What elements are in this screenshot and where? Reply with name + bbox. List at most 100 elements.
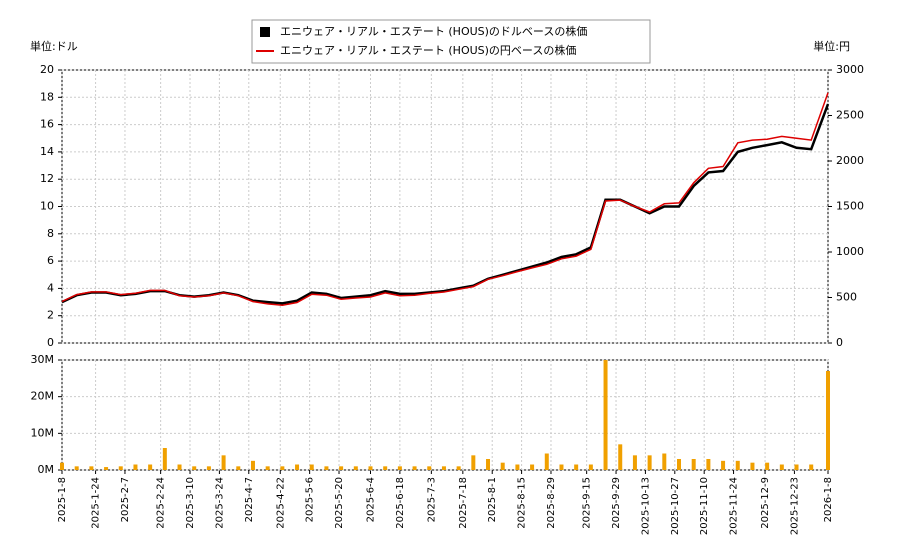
y-tick-label: 18 [40,90,54,103]
volume-bar [574,464,579,470]
price-line [61,103,830,305]
volume-bar [221,455,226,470]
x-tick-label: 2026-1-8 [823,477,834,522]
y-tick-label: 0M [38,463,55,476]
volume-bar [779,464,784,470]
y2-tick-label: 2500 [836,109,864,122]
y-tick-label: 16 [40,118,54,131]
volume-bar [559,464,564,470]
x-tick-label: 2025-9-15 [582,477,593,529]
volume-bar [809,464,814,470]
x-tick-label: 2025-1-8 [57,477,68,522]
volume-bar [397,466,402,470]
volume-bar [691,459,696,470]
y2-tick-label: 500 [836,291,857,304]
x-tick-label: 2025-9-29 [611,477,622,529]
legend-box [251,19,651,64]
y2-tick-label: 1000 [836,245,864,258]
legend-label: エニウェア・リアル・エステート (HOUS)のドルベースの株価 [280,24,587,38]
volume-bar [662,453,667,470]
y2-tick-label: 0 [836,336,843,349]
volume-bar [162,448,167,470]
x-tick-label: 2025-8-15 [517,477,528,529]
x-tick-label: 2025-5-6 [305,477,316,522]
volume-bar [339,466,344,470]
volume-bar [250,460,255,470]
x-tick-label: 2025-2-7 [120,477,131,522]
volume-bar [486,459,491,470]
volume-bar [826,371,830,470]
volume-bar [148,464,153,470]
x-tick-label: 2025-7-18 [458,477,469,529]
volume-frame [61,359,829,471]
x-tick-label: 2025-8-1 [487,477,498,522]
y-tick-label: 0 [47,336,54,349]
volume-bar [353,466,358,470]
x-tick-label: 2025-2-24 [156,477,167,529]
volume-bar [427,466,432,470]
volume-bar [383,466,388,470]
volume-bar [265,466,270,470]
x-tick-label: 2025-6-18 [395,477,406,529]
volume-bar [192,466,197,470]
volume-bar [133,464,138,470]
y-tick-label: 6 [47,254,54,267]
volume-bar [544,453,549,470]
x-tick-label: 2025-3-10 [185,477,196,529]
volume-bar [89,466,94,470]
y2-tick-label: 1500 [836,200,864,213]
volume-bar [104,467,109,470]
legend-swatch [260,27,270,37]
x-tick-label: 2025-11-10 [699,477,710,535]
volume-bar [632,455,637,470]
volume-bar [735,460,740,470]
x-tick-label: 2025-6-4 [365,477,376,522]
y2-axis-label: 単位:円 [813,39,850,53]
volume-bar [118,466,123,470]
volume-bar [676,459,681,470]
y2-tick-label: 2000 [836,154,864,167]
plot-frame [61,69,829,344]
volume-bar [618,444,623,470]
x-tick-label: 2025-10-13 [640,477,651,535]
volume-bar [324,466,329,470]
x-tick-label: 2025-8-29 [546,477,557,529]
x-tick-label: 2025-10-27 [670,477,681,535]
volume-bar [647,455,652,470]
y-tick-label: 10 [40,200,54,213]
x-tick-label: 2025-4-7 [244,477,255,522]
price-line [61,92,829,306]
volume-bar [206,466,211,470]
x-tick-label: 2025-3-24 [214,477,225,529]
volume-bar [441,466,446,470]
y-tick-label: 20M [31,390,55,403]
volume-bar [515,464,520,470]
volume-bar [368,466,373,470]
x-tick-label: 2025-5-20 [334,477,345,529]
y-tick-label: 30M [31,353,55,366]
y-tick-label: 12 [40,172,54,185]
volume-bar [530,464,535,470]
volume-bar [280,466,285,470]
volume-bar [706,459,711,470]
x-tick-label: 2025-12-9 [760,477,771,529]
y-axis-label: 単位:ドル [30,39,78,53]
volume-bar [177,464,182,470]
volume-bar [603,360,608,470]
volume-bar [309,464,314,470]
y-tick-label: 2 [47,309,54,322]
volume-bar [471,455,476,470]
x-tick-label: 2025-1-24 [91,477,102,529]
y-tick-label: 10M [31,426,55,439]
x-tick-label: 2025-12-23 [789,477,800,535]
volume-bar [60,462,64,470]
x-tick-label: 2025-11-24 [729,477,740,535]
volume-bar [295,464,300,470]
volume-bar [500,462,505,470]
y-tick-label: 20 [40,63,54,76]
volume-bar [765,462,770,470]
volume-bar [588,464,593,470]
volume-bar [721,460,726,470]
volume-bar [74,466,79,470]
